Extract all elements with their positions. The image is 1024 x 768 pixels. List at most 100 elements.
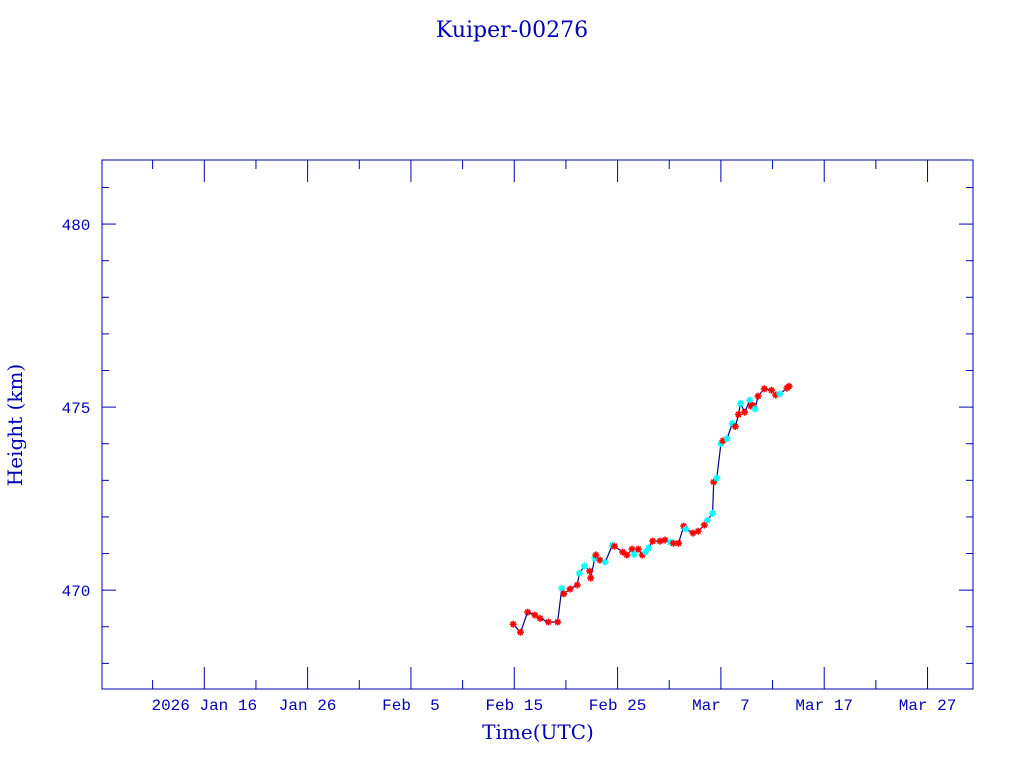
data-point-cyan: [737, 399, 745, 407]
axis-ticks: [102, 160, 973, 689]
data-point-red: [592, 551, 600, 559]
marker-stroke: [755, 393, 762, 400]
marker-stroke: [675, 540, 682, 547]
marker-stroke: [768, 387, 775, 394]
marker-stroke: [695, 528, 702, 535]
x-tick-label: Mar 27: [899, 697, 957, 715]
data-point-red: [731, 423, 739, 431]
marker-stroke: [689, 530, 697, 537]
marker-stroke: [656, 538, 663, 545]
marker-stroke: [662, 536, 669, 544]
data-point-cyan: [641, 548, 649, 556]
marker-stroke: [667, 539, 674, 546]
marker-stroke: [629, 546, 636, 553]
marker-stroke: [749, 402, 756, 409]
data-point-red: [536, 614, 544, 622]
marker-stroke: [619, 549, 626, 556]
y-axis-label: Height (km): [3, 364, 27, 486]
marker-stroke: [510, 621, 517, 628]
data-point-red: [544, 618, 552, 626]
data-point-cyan: [558, 584, 566, 592]
data-point-cyan: [630, 550, 638, 558]
marker-stroke: [592, 551, 599, 559]
marker-stroke: [517, 629, 524, 636]
x-tick-label: Feb 15: [485, 697, 543, 715]
data-point-cyan: [581, 562, 589, 570]
data-point-red: [596, 556, 604, 564]
x-axis-label: Time(UTC): [482, 720, 594, 744]
x-tick-label: Mar 7: [692, 697, 750, 715]
data-point-red: [694, 527, 702, 535]
data-point-red: [566, 585, 574, 593]
data-point-red: [587, 574, 595, 582]
y-tick-label: 480: [62, 217, 91, 235]
marker-stroke: [741, 409, 748, 416]
x-tick-label: Feb 25: [589, 697, 647, 715]
chart-title: Kuiper-00276: [436, 18, 588, 43]
marker-stroke: [611, 543, 618, 550]
marker-stroke: [545, 618, 552, 626]
data-point-red: [669, 539, 677, 547]
marker-stroke: [574, 582, 581, 589]
x-tick-label: Jan 26: [279, 697, 337, 715]
marker-stroke: [576, 570, 583, 577]
marker-stroke: [680, 523, 687, 530]
marker-stroke: [596, 557, 604, 564]
marker-stroke: [587, 575, 594, 582]
marker-stroke: [751, 405, 759, 412]
marker-stroke: [560, 590, 567, 597]
data-point-red: [656, 537, 664, 545]
data-point-cyan: [709, 509, 717, 517]
marker-stroke: [704, 517, 711, 524]
data-point-cyan: [703, 516, 711, 524]
data-point-red: [741, 408, 749, 416]
y-tick-label: 470: [62, 583, 91, 601]
data-point-cyan: [575, 569, 583, 577]
marker-stroke: [635, 546, 642, 553]
series-line: [512, 385, 790, 634]
data-point-cyan: [746, 396, 754, 404]
data-point-red: [768, 386, 776, 394]
marker-stroke: [729, 420, 736, 427]
data-point-red: [509, 620, 517, 628]
data-point-red: [661, 536, 669, 544]
marker-stroke: [732, 423, 739, 430]
data-point-red: [586, 567, 594, 575]
marker-stroke: [631, 551, 638, 558]
data-point-cyan: [723, 435, 731, 443]
data-point-cyan: [713, 474, 721, 482]
data-point-cyan: [645, 544, 653, 552]
plot-frame: [101, 159, 974, 690]
data-point-red: [524, 608, 532, 616]
data-point-red: [573, 581, 581, 589]
marker-stroke: [649, 538, 656, 545]
data-point-cyan: [751, 405, 759, 413]
data-point-red: [785, 382, 793, 390]
marker-stroke: [567, 586, 574, 593]
marker-stroke: [761, 385, 768, 392]
x-tick-label: 2026 Jan 16: [151, 697, 257, 715]
data-point-red: [754, 392, 762, 400]
marker-stroke: [709, 510, 716, 517]
marker-stroke: [524, 609, 531, 616]
marker-stroke: [645, 545, 652, 552]
data-point-red: [649, 537, 657, 545]
marker-stroke: [701, 521, 708, 529]
data-point-red: [554, 618, 562, 626]
x-tick-label: Feb 5: [382, 697, 440, 715]
marker-stroke: [537, 615, 544, 622]
marker-stroke: [581, 562, 588, 570]
data-point-red: [610, 542, 618, 550]
marker-stroke: [586, 568, 593, 575]
marker-stroke: [724, 435, 731, 442]
data-point-red: [516, 628, 524, 636]
marker-stroke: [623, 551, 630, 559]
data-point-cyan: [682, 525, 690, 533]
x-tick-label: Mar 17: [795, 697, 853, 715]
marker-stroke: [776, 390, 783, 397]
data-point-red: [531, 611, 539, 619]
marker-stroke: [558, 585, 565, 592]
data-point-red: [634, 545, 642, 553]
data-markers: [509, 382, 793, 636]
